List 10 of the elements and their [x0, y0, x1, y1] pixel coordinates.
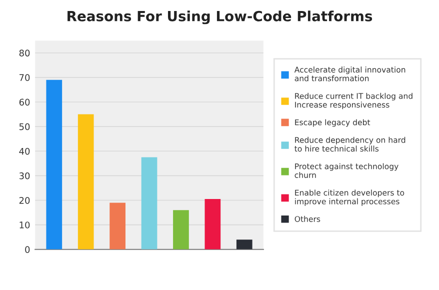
y-tick-label: 70	[20, 74, 30, 82]
y-tick-label: 30	[19, 172, 30, 180]
y-tick-label: 40	[19, 148, 30, 155]
chart-title: Reasons For Using Low-Code Platforms	[68, 10, 372, 24]
y-tick-label: 50	[19, 123, 30, 130]
y-tick-label: 60	[19, 98, 30, 106]
y-tick-label: 10	[20, 222, 30, 228]
y-tick-label: 80	[19, 50, 30, 56]
y-tick-label: 20	[19, 197, 30, 204]
y-tick-label: 0	[25, 246, 30, 253]
